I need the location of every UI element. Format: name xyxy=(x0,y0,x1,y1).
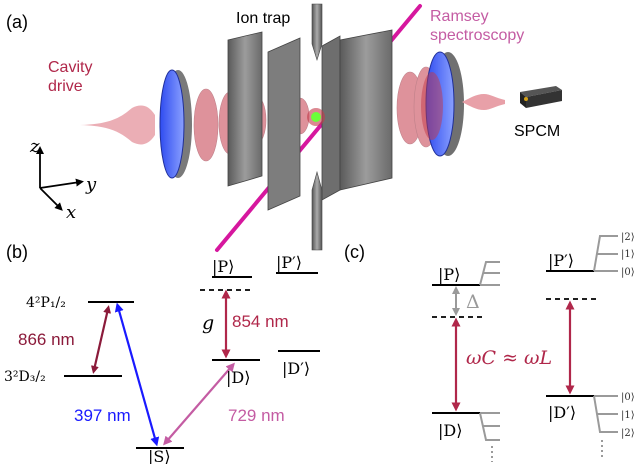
state-P-label-c: |P⟩ xyxy=(438,265,460,284)
ion xyxy=(311,112,321,122)
ion-trap-label: Ion trap xyxy=(236,10,290,27)
axis-x-label: x xyxy=(66,202,76,223)
state-D-label-b: |D⟩ xyxy=(226,368,250,387)
fock-ladder-D xyxy=(479,412,500,462)
cavity-drive-label-line2: drive xyxy=(48,78,83,95)
lower-needle xyxy=(311,170,323,251)
wavelength-729-label: 729 nm xyxy=(228,406,285,425)
state-S-label-b: |S⟩ xyxy=(148,447,171,464)
delta-label: Δ xyxy=(466,291,480,313)
fock-bottom-0: |0⟩ xyxy=(621,392,635,403)
cavity-drive-pulse xyxy=(80,105,155,145)
panel-label-a: (a) xyxy=(6,12,28,32)
state-Dp-label-b: |D′⟩ xyxy=(282,359,310,378)
upper-needle xyxy=(311,3,323,62)
spcm-detector xyxy=(520,86,562,108)
state-Pp-label-b: |P′⟩ xyxy=(276,253,302,272)
ramsey-label-line2: spectroscopy xyxy=(430,27,524,44)
arrow-397 xyxy=(114,302,160,447)
level-lines-b xyxy=(64,272,320,449)
resonance-label: ωC ≈ ωL xyxy=(466,347,552,369)
ramsey-label-line1: Ramsey xyxy=(430,8,489,25)
output-pulse xyxy=(462,94,505,110)
fock-bottom-1: |1⟩ xyxy=(621,410,635,421)
fock-ladder-Dp xyxy=(593,395,618,460)
trap-blade-left-front xyxy=(267,37,301,211)
coupling-g-label: g xyxy=(202,312,214,334)
wavelength-866-label: 866 nm xyxy=(18,330,75,349)
panel-label-c: (c) xyxy=(344,242,365,262)
spcm-label: SPCM xyxy=(514,123,560,140)
level-P12-label: 4²P₁/₂ xyxy=(26,295,66,311)
state-D-label-c: |D⟩ xyxy=(438,421,462,440)
trap-blade-right-back xyxy=(339,29,393,191)
coordinate-axes xyxy=(36,146,84,211)
left-mirror xyxy=(159,69,185,179)
state-P-label-b: |P⟩ xyxy=(212,257,234,276)
panel-label-b: (b) xyxy=(6,242,28,262)
right-mirror-mode xyxy=(421,72,443,140)
trap-blade-left-back xyxy=(227,31,263,187)
axis-z-label: z xyxy=(29,136,40,157)
wavelength-397-label: 397 nm xyxy=(74,406,131,425)
level-lines-c xyxy=(432,270,594,414)
cavity-drive-label-line1: Cavity xyxy=(48,59,92,76)
fock-top-2: |2⟩ xyxy=(621,232,635,243)
state-Pp-label-c: |P′⟩ xyxy=(548,251,574,270)
fock-bottom-2: |2⟩ xyxy=(621,428,635,439)
state-Dp-label-c: |D′⟩ xyxy=(548,403,576,422)
wavelength-854-label: 854 nm xyxy=(232,312,289,331)
level-D32-label: 3²D₃/₂ xyxy=(4,369,46,385)
fock-top-1: |1⟩ xyxy=(621,249,635,260)
fock-ladder-P xyxy=(479,261,500,286)
arrow-729 xyxy=(163,362,235,446)
axis-y-label: y xyxy=(85,174,97,195)
fock-ladder-Pp xyxy=(593,235,618,272)
fock-top-0: |0⟩ xyxy=(621,267,635,278)
arrow-866 xyxy=(90,305,112,374)
